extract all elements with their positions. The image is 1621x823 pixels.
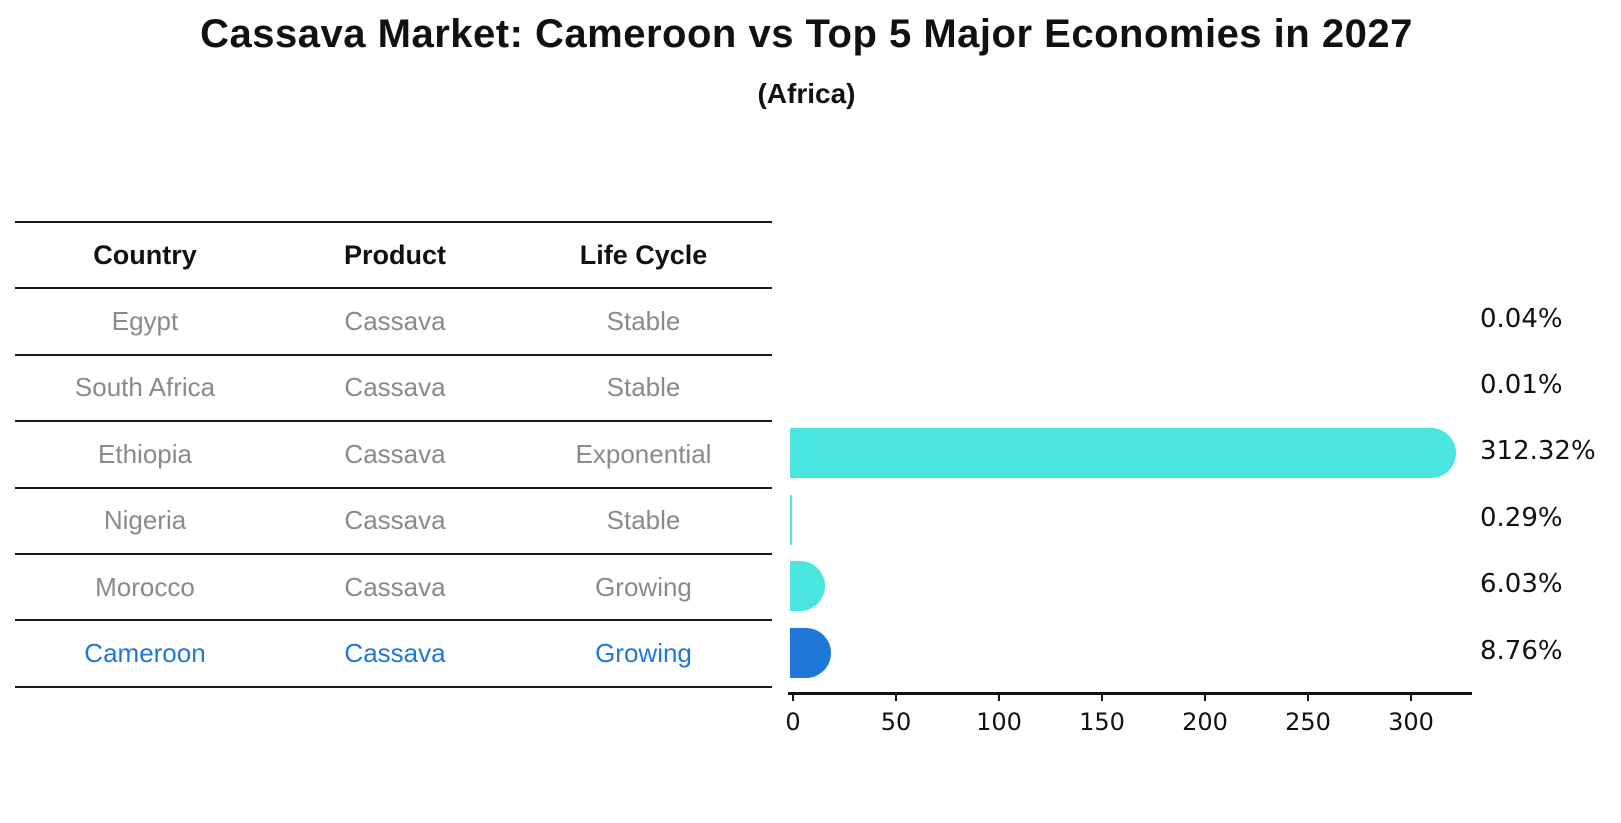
table-row: Cameroon Cassava Growing bbox=[15, 619, 772, 685]
value-label: 0.01% bbox=[1480, 370, 1563, 400]
table-header-cell: Product bbox=[343, 239, 446, 270]
country-cell: Ethiopia bbox=[98, 438, 192, 469]
lifecycle-cell: Growing bbox=[595, 571, 692, 602]
x-axis-tick bbox=[895, 692, 897, 701]
table-header-cell: Life Cycle bbox=[579, 239, 708, 270]
lifecycle-cell: Stable bbox=[606, 372, 681, 403]
product-cell: Cassava bbox=[344, 505, 446, 536]
table-row: South Africa Cassava Stable bbox=[15, 353, 772, 420]
table-row: Morocco Cassava Growing bbox=[15, 552, 772, 619]
x-axis-tick bbox=[998, 692, 1000, 701]
x-axis-tick bbox=[1307, 692, 1309, 701]
bar bbox=[790, 561, 826, 612]
product-cell: Cassava bbox=[344, 372, 446, 403]
x-axis-tick bbox=[1410, 692, 1412, 701]
x-axis-tick-label: 250 bbox=[1285, 708, 1331, 736]
product-cell: Cassava bbox=[344, 638, 446, 669]
table-header-cell: Country bbox=[93, 239, 197, 270]
table-row: Nigeria Cassava Stable bbox=[15, 486, 772, 553]
product-cell: Cassava bbox=[344, 438, 446, 469]
table-header-row: Country Product Life Cycle bbox=[15, 221, 772, 287]
x-axis-tick-label: 200 bbox=[1182, 708, 1228, 736]
lifecycle-cell: Growing bbox=[595, 638, 692, 669]
chart-subtitle: (Africa) bbox=[757, 78, 856, 109]
value-label: 6.03% bbox=[1480, 569, 1563, 600]
country-cell: Morocco bbox=[95, 571, 195, 602]
value-label: 0.29% bbox=[1480, 502, 1563, 533]
x-axis-tick-label: 50 bbox=[880, 708, 912, 736]
bar bbox=[790, 428, 1457, 479]
bar bbox=[790, 627, 832, 678]
comparison-table: Country Product Life Cycle Egypt Cassava Stab… bbox=[15, 221, 772, 688]
lifecycle-cell: Stable bbox=[606, 505, 681, 536]
x-axis-tick bbox=[792, 692, 794, 701]
table-row: Egypt Cassava Stable bbox=[15, 287, 772, 353]
x-axis-tick bbox=[1204, 692, 1206, 701]
country-cell: Nigeria bbox=[103, 505, 187, 536]
lifecycle-cell: Exponential bbox=[575, 438, 712, 469]
value-label: 8.76% bbox=[1480, 635, 1563, 666]
product-cell: Cassava bbox=[344, 306, 446, 337]
x-axis bbox=[788, 692, 1472, 695]
country-cell: South Africa bbox=[74, 372, 216, 403]
country-cell: Cameroon bbox=[84, 638, 206, 669]
x-axis-tick-label: 100 bbox=[976, 708, 1022, 736]
x-axis-tick-label: 0 bbox=[785, 708, 801, 736]
lifecycle-cell: Stable bbox=[606, 306, 681, 337]
x-axis-tick-label: 150 bbox=[1079, 708, 1125, 736]
product-cell: Cassava bbox=[344, 571, 446, 602]
table-row: Ethiopia Cassava Exponential bbox=[15, 420, 772, 486]
value-label: 312.32% bbox=[1480, 436, 1596, 467]
value-label: 0.04% bbox=[1480, 303, 1563, 334]
chart-title: Cassava Market: Cameroon vs Top 5 Major … bbox=[200, 12, 1413, 56]
bar bbox=[790, 494, 792, 545]
country-cell: Egypt bbox=[111, 306, 179, 337]
x-axis-tick bbox=[1101, 692, 1103, 701]
x-axis-tick-label: 300 bbox=[1388, 708, 1434, 736]
